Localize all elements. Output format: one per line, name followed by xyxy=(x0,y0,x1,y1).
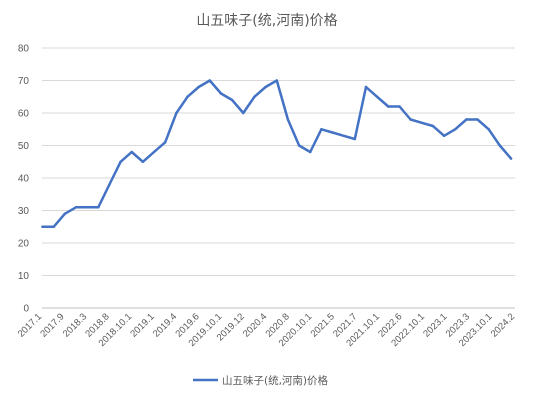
x-tick-label: 2024.2 xyxy=(489,311,517,339)
data-point xyxy=(85,206,89,209)
data-point xyxy=(108,183,111,186)
data-point xyxy=(308,150,312,154)
data-point xyxy=(74,206,78,209)
data-point xyxy=(453,128,457,131)
y-tick-label: 0 xyxy=(23,304,29,315)
data-point xyxy=(119,160,122,163)
y-tick-label: 40 xyxy=(18,174,30,185)
x-tick-label: 2017.9 xyxy=(38,311,66,339)
y-tick-label: 30 xyxy=(18,206,30,217)
data-point xyxy=(409,118,412,121)
data-point xyxy=(163,141,167,144)
x-axis-ticks: 2017.12017.92018.32018.82018.10.12019.12… xyxy=(16,311,517,349)
y-tick-label: 20 xyxy=(18,239,30,250)
chart-title: 山五味子(统,河南)价格 xyxy=(196,13,337,29)
data-point xyxy=(186,95,189,98)
y-tick-label: 80 xyxy=(18,44,30,55)
x-tick-label: 2018.3 xyxy=(61,311,89,339)
data-point xyxy=(242,111,245,115)
data-point xyxy=(197,85,200,89)
data-point xyxy=(141,160,145,163)
data-point xyxy=(398,105,401,108)
data-point xyxy=(331,131,334,134)
data-point xyxy=(431,124,435,128)
x-tick-label: 2023.1 xyxy=(421,311,449,339)
data-point xyxy=(375,95,379,98)
data-point xyxy=(253,95,256,98)
data-point xyxy=(152,150,156,154)
x-tick-label: 2019.4 xyxy=(151,311,179,339)
data-point xyxy=(487,128,490,131)
data-point xyxy=(353,137,357,141)
x-tick-label: 2021.5 xyxy=(309,311,337,339)
x-tick-label: 2017.1 xyxy=(16,311,44,339)
y-axis-ticks: 0 10 20 30 40 50 60 70 80 xyxy=(18,44,30,315)
series-layer xyxy=(41,79,513,229)
data-point xyxy=(465,118,468,121)
series-line xyxy=(41,79,513,229)
data-point xyxy=(63,212,67,215)
y-tick-label: 10 xyxy=(18,271,30,282)
x-tick-label: 2020.4 xyxy=(241,311,269,339)
data-point xyxy=(442,134,446,137)
data-point xyxy=(219,92,223,95)
data-point xyxy=(498,144,502,147)
legend: 山五味子(统,河南)价格 xyxy=(193,374,329,387)
data-point xyxy=(230,98,234,102)
data-point xyxy=(476,118,479,121)
data-point xyxy=(420,121,424,124)
data-point xyxy=(320,128,323,131)
data-point xyxy=(130,150,133,154)
x-tick-label: 2019.1 xyxy=(128,311,156,339)
data-point xyxy=(264,85,267,89)
data-point xyxy=(41,225,44,228)
data-point xyxy=(275,79,278,82)
y-tick-label: 50 xyxy=(18,141,30,152)
data-point xyxy=(387,105,390,108)
data-point xyxy=(97,206,100,209)
data-point xyxy=(509,157,513,160)
data-point xyxy=(52,225,55,228)
y-tick-label: 70 xyxy=(18,76,30,87)
data-point xyxy=(175,111,178,115)
data-point xyxy=(342,134,345,137)
gridlines xyxy=(42,47,515,309)
y-tick-label: 60 xyxy=(18,109,30,120)
data-point xyxy=(286,118,290,121)
data-point xyxy=(364,85,368,89)
data-point xyxy=(208,79,212,82)
data-point xyxy=(297,144,301,147)
legend-label: 山五味子(统,河南)价格 xyxy=(222,374,329,387)
